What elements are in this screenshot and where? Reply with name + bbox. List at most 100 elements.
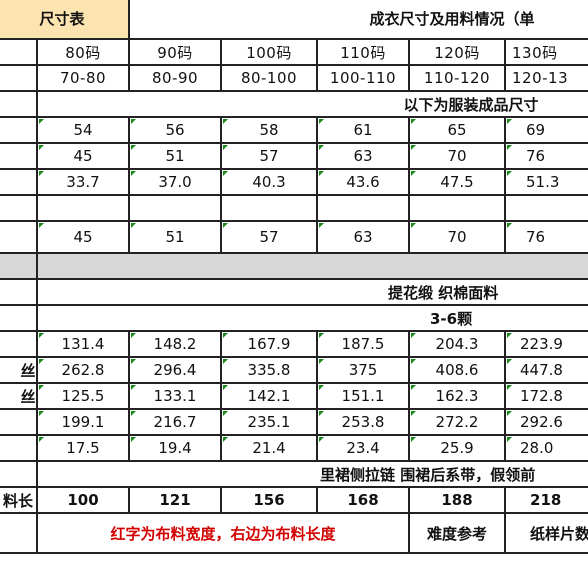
value-cell[interactable]: 131.4 xyxy=(35,330,131,358)
value-cell[interactable]: 223.9 xyxy=(504,330,588,358)
value-cell[interactable]: 65 xyxy=(408,116,507,144)
value-cell[interactable]: 292.6 xyxy=(504,408,588,436)
value-cell[interactable]: 168 xyxy=(316,486,411,514)
value-cell[interactable]: 33.7 xyxy=(35,168,131,196)
value-cell[interactable]: 151.1 xyxy=(316,382,411,410)
value-cell[interactable]: 218 xyxy=(504,486,588,514)
value-cell[interactable]: 142.1 xyxy=(220,382,319,410)
value-cell[interactable]: 172.8 xyxy=(504,382,588,410)
value-cell[interactable]: 61 xyxy=(316,116,411,144)
empty-cell[interactable] xyxy=(0,194,38,222)
sheet-heading[interactable]: 成衣尺寸及用料情况（单 xyxy=(128,0,588,40)
value-cell[interactable]: 253.8 xyxy=(316,408,411,436)
value-cell[interactable]: 76 xyxy=(504,220,588,254)
difficulty-label[interactable]: 难度参考 xyxy=(408,512,507,554)
row-label-cell[interactable] xyxy=(0,142,38,170)
row-label-cell[interactable]: 丝 xyxy=(0,382,38,410)
height-label-cell[interactable] xyxy=(0,64,38,92)
value-cell[interactable]: 45 xyxy=(35,142,131,170)
value-cell[interactable]: 335.8 xyxy=(220,356,319,384)
empty-cell[interactable] xyxy=(220,194,319,222)
value-cell[interactable]: 45 xyxy=(35,220,131,254)
button-count-cell[interactable]: 3-6颗 xyxy=(35,304,588,332)
value-cell[interactable]: 148.2 xyxy=(128,330,223,358)
value-cell[interactable]: 57 xyxy=(220,220,319,254)
height-cell[interactable]: 100-110 xyxy=(316,64,411,92)
size-cell[interactable]: 100码 xyxy=(220,38,319,66)
value-cell[interactable]: 17.5 xyxy=(35,434,131,462)
value-cell[interactable]: 187.5 xyxy=(316,330,411,358)
sheet-title[interactable]: 尺寸表 xyxy=(0,0,131,40)
value-cell[interactable]: 63 xyxy=(316,142,411,170)
value-cell[interactable]: 167.9 xyxy=(220,330,319,358)
empty-cell[interactable] xyxy=(408,194,507,222)
value-cell[interactable]: 37.0 xyxy=(128,168,223,196)
row-label-cell[interactable] xyxy=(0,168,38,196)
row-label-cell[interactable] xyxy=(0,304,38,332)
value-cell[interactable]: 121 xyxy=(128,486,223,514)
value-cell[interactable]: 162.3 xyxy=(408,382,507,410)
empty-cell[interactable] xyxy=(35,194,131,222)
empty-cell[interactable] xyxy=(128,194,223,222)
value-cell[interactable]: 43.6 xyxy=(316,168,411,196)
value-cell[interactable]: 408.6 xyxy=(408,356,507,384)
value-cell[interactable]: 156 xyxy=(220,486,319,514)
value-cell[interactable]: 235.1 xyxy=(220,408,319,436)
value-cell[interactable]: 51 xyxy=(128,142,223,170)
size-cell[interactable]: 110码 xyxy=(316,38,411,66)
height-cell[interactable]: 110-120 xyxy=(408,64,507,92)
value-cell[interactable]: 57 xyxy=(220,142,319,170)
size-cell[interactable]: 120码 xyxy=(408,38,507,66)
empty-cell[interactable] xyxy=(504,194,588,222)
value-cell[interactable]: 199.1 xyxy=(35,408,131,436)
row-label-cell[interactable] xyxy=(0,278,38,306)
value-cell[interactable]: 40.3 xyxy=(220,168,319,196)
value-cell[interactable]: 21.4 xyxy=(220,434,319,462)
value-cell[interactable]: 19.4 xyxy=(128,434,223,462)
value-cell[interactable]: 51 xyxy=(128,220,223,254)
height-cell[interactable]: 80-90 xyxy=(128,64,223,92)
value-cell[interactable]: 70 xyxy=(408,220,507,254)
value-cell[interactable]: 447.8 xyxy=(504,356,588,384)
row-label-cell[interactable] xyxy=(0,116,38,144)
empty-cell[interactable] xyxy=(316,194,411,222)
row-label-cell[interactable] xyxy=(0,460,38,488)
value-cell[interactable]: 51.3 xyxy=(504,168,588,196)
value-cell[interactable]: 375 xyxy=(316,356,411,384)
value-cell[interactable]: 28.0 xyxy=(504,434,588,462)
value-cell[interactable]: 216.7 xyxy=(128,408,223,436)
value-cell[interactable]: 58 xyxy=(220,116,319,144)
value-cell[interactable]: 76 xyxy=(504,142,588,170)
size-cell[interactable]: 130码 xyxy=(504,38,588,66)
value-cell[interactable]: 47.5 xyxy=(408,168,507,196)
size-cell[interactable]: 90码 xyxy=(128,38,223,66)
value-cell[interactable]: 63 xyxy=(316,220,411,254)
row-label-cell[interactable] xyxy=(0,512,38,554)
section-label-cell[interactable] xyxy=(0,90,38,118)
size-label-cell[interactable] xyxy=(0,38,38,66)
row-label-cell[interactable] xyxy=(0,434,38,462)
value-cell[interactable]: 188 xyxy=(408,486,507,514)
notes-cell[interactable]: 里裙侧拉链 围裙后系带，假领前 xyxy=(35,460,588,488)
value-cell[interactable]: 204.3 xyxy=(408,330,507,358)
value-cell[interactable]: 100 xyxy=(35,486,131,514)
row-label-cell[interactable] xyxy=(0,408,38,436)
value-cell[interactable]: 133.1 xyxy=(128,382,223,410)
value-cell[interactable]: 56 xyxy=(128,116,223,144)
value-cell[interactable]: 25.9 xyxy=(408,434,507,462)
value-cell[interactable]: 262.8 xyxy=(35,356,131,384)
height-cell[interactable]: 120-13 xyxy=(504,64,588,92)
value-cell[interactable]: 272.2 xyxy=(408,408,507,436)
height-cell[interactable]: 80-100 xyxy=(220,64,319,92)
value-cell[interactable]: 54 xyxy=(35,116,131,144)
value-cell[interactable]: 23.4 xyxy=(316,434,411,462)
section-heading[interactable]: 以下为服装成品尺寸 xyxy=(35,90,588,118)
size-cell[interactable]: 80码 xyxy=(35,38,131,66)
fabric-cell[interactable]: 提花缎 织棉面料 xyxy=(35,278,588,306)
footer-note[interactable]: 红字为布料宽度，右边为布料长度 xyxy=(35,512,411,554)
row-label-cell[interactable] xyxy=(0,330,38,358)
value-cell[interactable]: 296.4 xyxy=(128,356,223,384)
length-label[interactable]: 料长 xyxy=(0,486,38,514)
value-cell[interactable]: 125.5 xyxy=(35,382,131,410)
value-cell[interactable]: 69 xyxy=(504,116,588,144)
